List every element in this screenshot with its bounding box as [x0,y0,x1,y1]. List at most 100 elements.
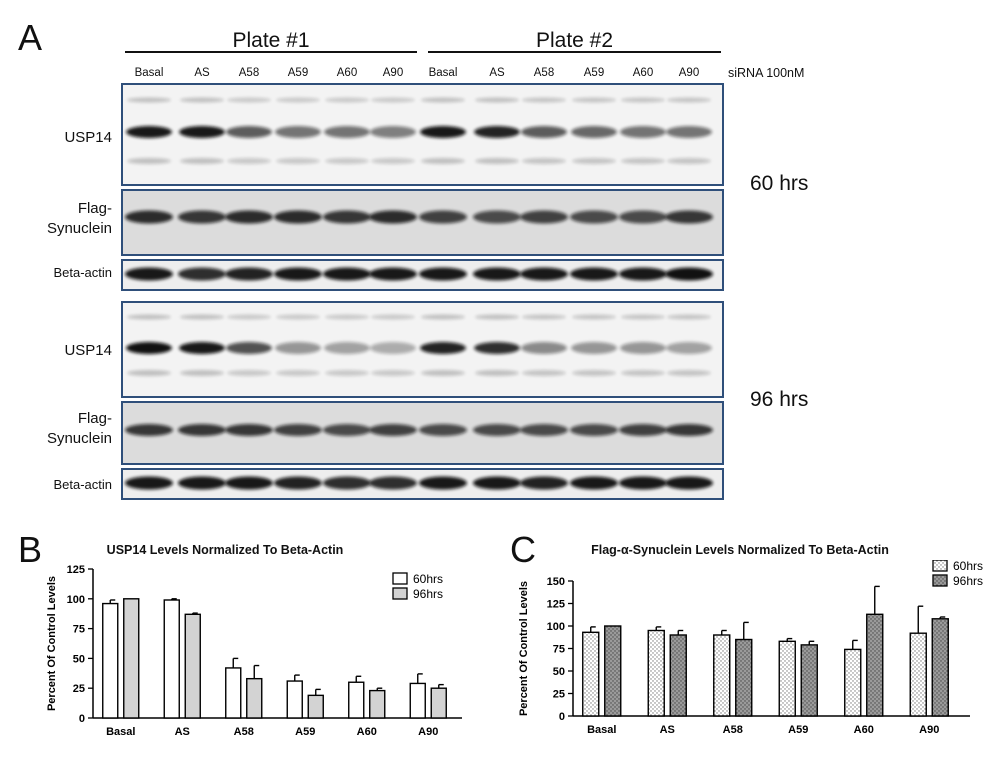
legend-swatch [932,574,948,587]
x-tick-label: A60 [357,726,377,738]
bar-60hrs-A60 [348,681,365,719]
bar-60hrs-AS [163,599,180,719]
bar-96hrs-A60 [369,689,386,719]
bar-60hrs-AS [647,629,665,717]
bar-60hrs-Basal [102,602,119,719]
chart-c: Percent Of Control Levels 0 25 50 75 100 125 15… [518,560,983,736]
bar-96hrs-Basal [123,598,140,719]
usp14-label-96: USP14 [64,342,112,359]
legend-swatch [932,560,948,572]
plate-2-title: Plate #2 [535,29,614,52]
chart-b-title: USP14 Levels Normalized To Beta-Actin [106,543,344,557]
y-axis-label: Percent Of Control Levels [46,576,58,711]
bar-60hrs-Basal [582,631,600,717]
blot-usp14-60 [121,83,724,186]
bar-96hrs-A60 [866,613,884,717]
lane-label: A60 [632,67,654,79]
flag-label-line1: Flag- [77,200,112,217]
bar-96hrs-A90 [430,687,447,719]
panel-c-letter: C [510,529,536,570]
bar-96hrs-A90 [931,618,949,717]
blot-flag-synuclein-96 [121,401,724,465]
lane-label: A60 [336,67,358,79]
x-tick-label: A58 [723,724,743,736]
y-axis-label: Percent Of Control Levels [518,581,530,716]
plate-1-title: Plate #1 [232,29,310,52]
lane-label: Basal [134,67,164,79]
flag-label-line2: Synuclein [46,429,112,447]
time-label-96: 96 hrs [750,388,809,411]
lane-label: AS [194,67,210,79]
x-tick-label: A90 [418,726,438,738]
lane-label: AS [489,67,505,79]
lane-label: Basal [428,67,458,79]
y-tick-label: 100 [67,594,85,606]
beta-actin-label-60: Beta-actin [53,265,112,280]
usp14-label-60: USP14 [64,129,112,146]
y-tick-label: 25 [553,689,565,701]
y-tick-label: 0 [79,713,85,725]
x-tick-label: Basal [106,726,135,738]
blot-usp14-96 [121,301,724,398]
y-tick-label: 75 [73,624,85,636]
plate-2-rule [428,51,721,53]
chart-c-title: Flag-α-Synuclein Levels Normalized To Be… [591,543,889,557]
flag-synuclein-label-96: Flag- Synuclein [20,409,112,448]
x-tick-label: AS [175,726,190,738]
x-tick-label: AS [660,724,675,736]
time-label-60: 60 hrs [750,172,809,195]
bar-96hrs-A58 [246,677,263,719]
y-tick-label: 125 [67,564,85,576]
flag-label-line1: Flag- [77,410,112,427]
bar-96hrs-A58 [735,638,753,717]
x-tick-label: Basal [587,724,616,736]
bar-60hrs-A58 [225,667,242,719]
legend-label: 96hrs [413,587,443,601]
x-tick-label: A58 [234,726,254,738]
y-tick-label: 50 [553,666,565,678]
y-tick-label: 25 [73,683,85,695]
x-tick-label: A60 [854,724,874,736]
blot-beta-actin-96 [121,468,724,500]
flag-synuclein-label-60: Flag- Synuclein [20,199,112,238]
blot-beta-actin-60 [121,259,724,291]
y-tick-label: 150 [547,576,565,588]
bar-96hrs-A59 [307,694,324,719]
blot-flag-synuclein-60 [121,189,724,256]
bar-60hrs-A59 [778,640,796,717]
legend-label: 60hrs [953,560,983,573]
bar-60hrs-A59 [286,680,303,719]
bar-60hrs-A60 [844,648,862,717]
plate-1-rule [125,51,417,53]
flag-label-line2: Synuclein [46,219,112,237]
legend-swatch [392,572,408,585]
sirna-label: siRNA 100nM [728,66,805,80]
x-tick-label: A90 [919,724,939,736]
bar-60hrs-A58 [713,634,731,717]
panel-b-letter: B [18,529,43,570]
y-tick-label: 50 [73,653,85,665]
y-tick-label: 0 [559,711,565,723]
x-tick-label: A59 [295,726,315,738]
bar-96hrs-AS [184,613,201,719]
y-tick-label: 125 [547,599,565,611]
panel-a-letter: A [18,17,43,58]
lane-label: A59 [287,67,309,79]
lane-label: A90 [678,67,700,79]
y-tick-label: 75 [553,644,565,656]
bar-96hrs-AS [669,634,687,717]
bar-96hrs-A59 [800,644,818,717]
y-tick-label: 100 [547,621,565,633]
lane-label: A90 [382,67,404,79]
lane-label: A58 [238,67,260,79]
lane-label: A59 [583,67,605,79]
bar-60hrs-A90 [909,632,927,717]
legend-label: 96hrs [953,574,983,588]
chart-b: Percent Of Control Levels 0 25 50 75 100 125 Ba… [46,564,462,738]
legend-swatch [392,587,408,600]
bar-96hrs-Basal [604,625,622,717]
lane-label: A58 [533,67,555,79]
bar-60hrs-A90 [409,682,426,719]
beta-actin-label-96: Beta-actin [53,477,112,492]
legend-label: 60hrs [413,572,443,586]
